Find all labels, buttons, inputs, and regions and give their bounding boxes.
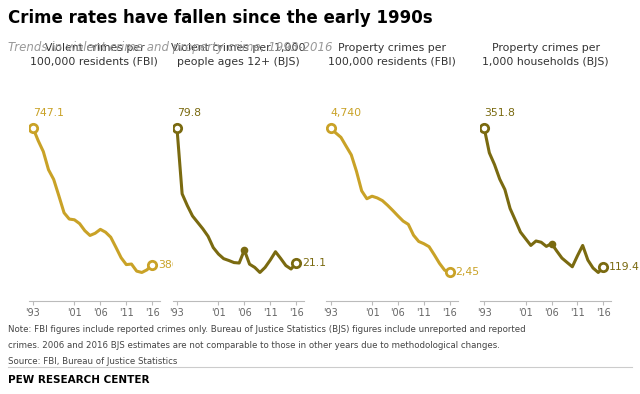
Text: PEW RESEARCH CENTER: PEW RESEARCH CENTER [8,375,150,385]
Text: 79.8: 79.8 [177,108,201,118]
Text: 351.8: 351.8 [484,108,515,118]
Text: Crime rates have fallen since the early 1990s: Crime rates have fallen since the early … [8,9,433,27]
Title: Violent crimes per
100,000 residents (FBI): Violent crimes per 100,000 residents (FB… [31,43,158,67]
Text: Trends in violent crime and property crime, 1993-2016: Trends in violent crime and property cri… [8,41,333,54]
Text: crimes. 2006 and 2016 BJS estimates are not comparable to those in other years d: crimes. 2006 and 2016 BJS estimates are … [8,341,500,350]
Text: 2,450.7: 2,450.7 [456,268,497,277]
Title: Property crimes per
100,000 residents (FBI): Property crimes per 100,000 residents (F… [328,43,456,67]
Title: Property crimes per
1,000 households (BJS): Property crimes per 1,000 households (BJ… [483,43,609,67]
Text: Source: FBI, Bureau of Justice Statistics: Source: FBI, Bureau of Justice Statistic… [8,357,178,366]
Text: 747.1: 747.1 [33,108,64,118]
Text: 119.4: 119.4 [609,262,640,272]
Title: Violent crimes per 1,000
people ages 12+ (BJS): Violent crimes per 1,000 people ages 12+… [171,43,306,67]
Text: Note: FBI figures include reported crimes only. Bureau of Justice Statistics (BJ: Note: FBI figures include reported crime… [8,325,526,334]
Text: 386.3: 386.3 [158,260,189,269]
Text: 21.1: 21.1 [302,258,326,268]
Text: 4,740: 4,740 [330,108,362,118]
